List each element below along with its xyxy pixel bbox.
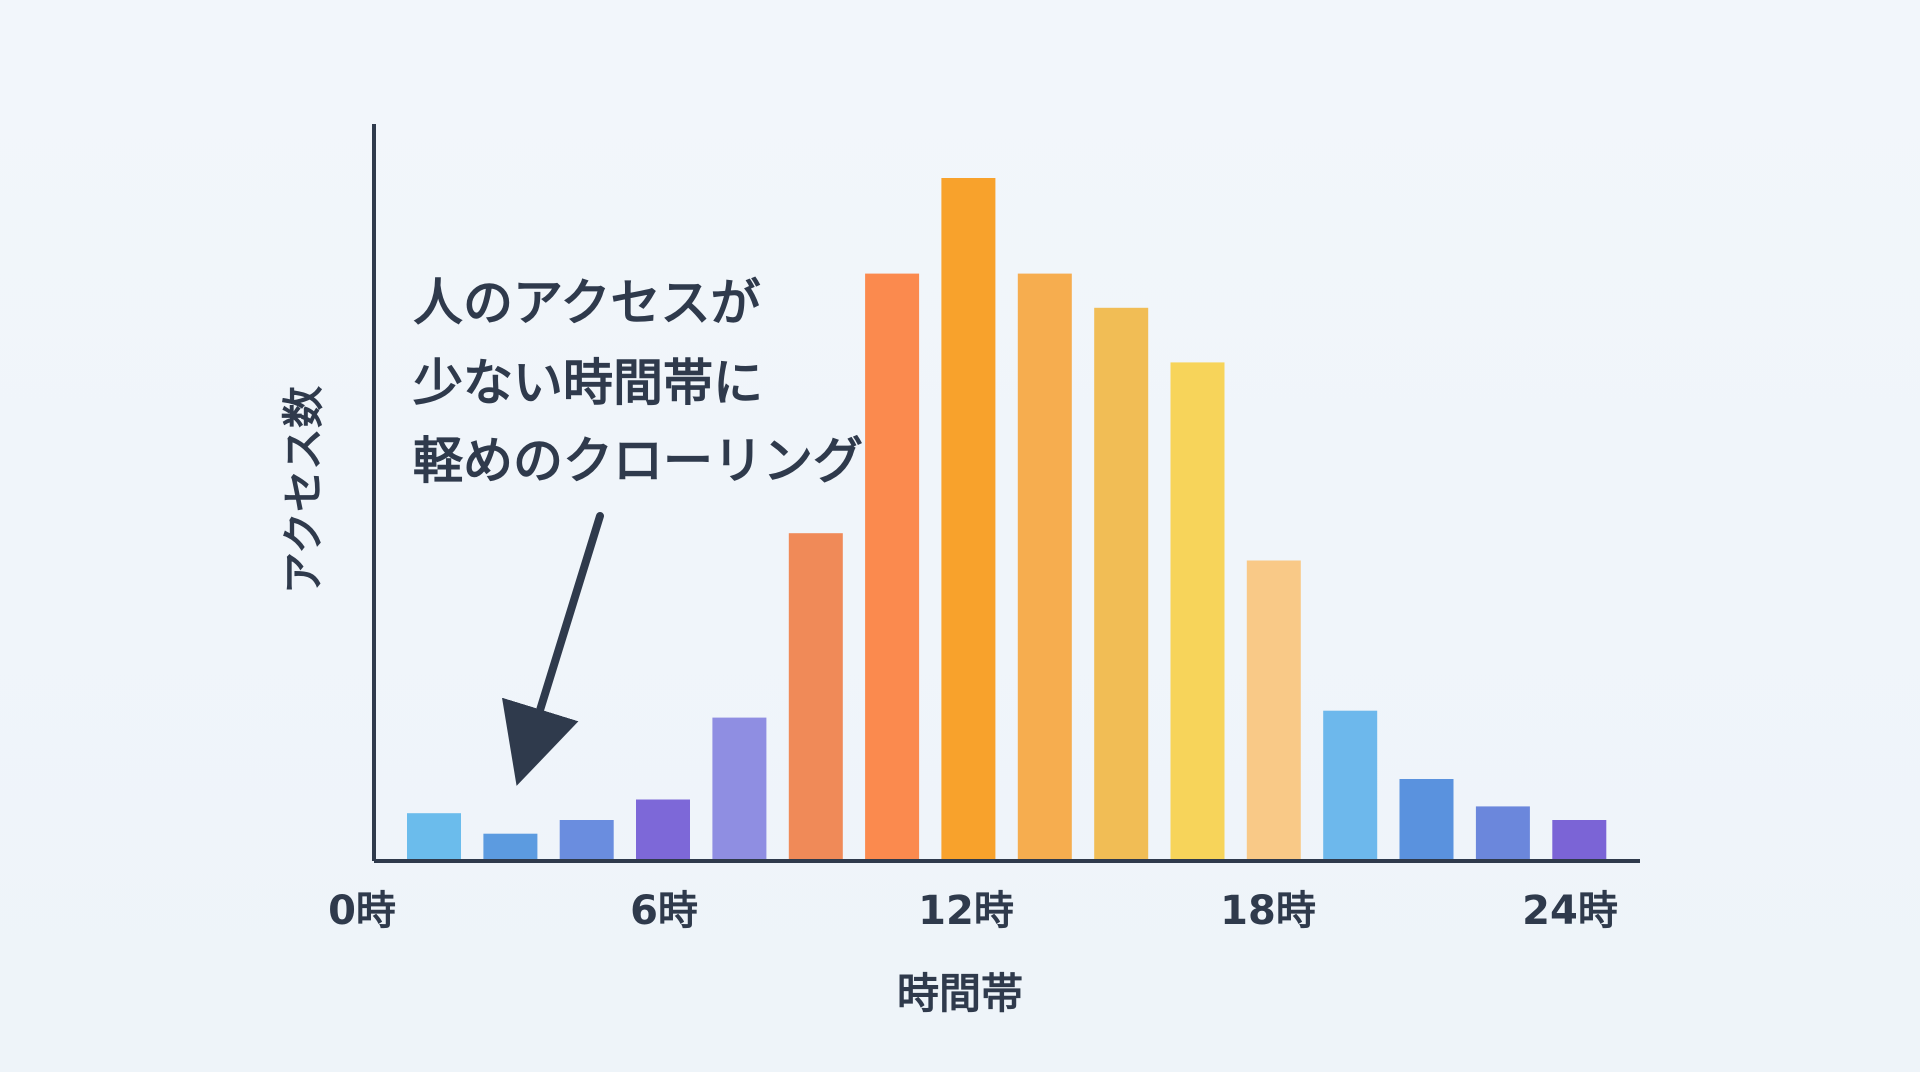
bar-6	[865, 273, 920, 862]
bar-4	[712, 717, 767, 861]
bar-15	[1552, 820, 1607, 861]
bar-5	[788, 533, 843, 861]
bar-9	[1094, 307, 1149, 861]
annotation-arrow	[501, 512, 604, 786]
x-tick-label-4: 24時	[1522, 888, 1618, 934]
annotation-line-3: 軽めのクローリング	[413, 432, 863, 490]
bar-8	[1017, 273, 1072, 862]
annotation-line-2: 少ない時間帯に	[413, 354, 763, 412]
x-tick-label-0: 0時	[328, 888, 396, 934]
bar-2	[559, 820, 614, 861]
y-axis-title: アクセス数	[279, 386, 328, 594]
bar-3	[636, 799, 690, 861]
x-tick-label-2: 12時	[918, 888, 1014, 934]
x-tick-label-1: 6時	[630, 888, 698, 934]
bar-12	[1323, 710, 1378, 861]
annotation-line-1: 人のアクセスが	[413, 274, 761, 332]
bar-14	[1475, 806, 1530, 861]
bar-0	[407, 813, 461, 861]
bars-group	[407, 178, 1607, 862]
x-axis-title: 時間帯	[897, 969, 1023, 1018]
bar-1	[483, 833, 538, 861]
bar-10	[1170, 362, 1225, 861]
bar-7	[941, 178, 996, 861]
bar-11	[1246, 560, 1301, 861]
bar-13	[1399, 779, 1454, 861]
x-tick-labels: 0時 6時 12時 18時 24時	[328, 888, 1618, 934]
annotation: 人のアクセスが 少ない時間帯に 軽めのクローリング	[413, 274, 863, 786]
x-tick-label-3: 18時	[1220, 888, 1316, 934]
